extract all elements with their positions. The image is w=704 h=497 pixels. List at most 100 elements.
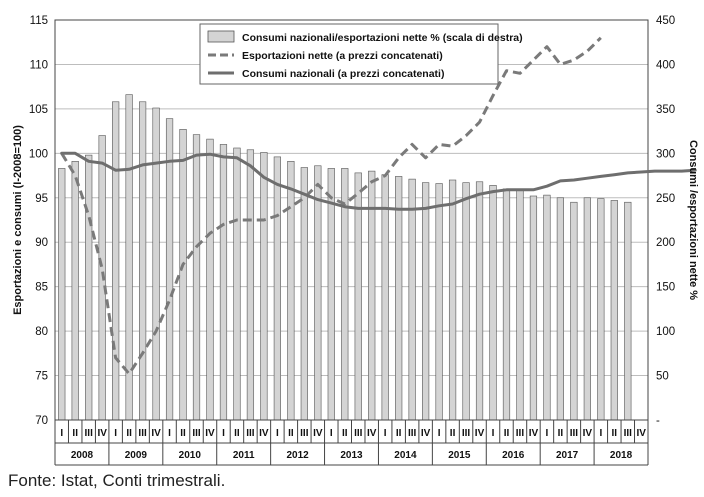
left-tick-label: 110 (30, 59, 48, 71)
left-tick-label: 95 (35, 193, 48, 205)
quarter-label: II (72, 428, 78, 439)
quarter-label: III (138, 428, 147, 439)
left-tick-label: 85 (35, 282, 48, 294)
quarter-label: IV (421, 428, 431, 439)
left-tick-label: 115 (30, 15, 48, 27)
quarter-label: II (450, 428, 456, 439)
quarter-label: IV (313, 428, 323, 439)
quarter-label: IV (151, 428, 161, 439)
bar (448, 179, 457, 421)
quarter-label: I (546, 428, 549, 439)
right-tick-label: 400 (656, 59, 675, 71)
left-axis-title: Esportazioni e consumi (I-2008=100) (12, 125, 24, 315)
quarter-label: I (492, 428, 495, 439)
right-axis-title: Consumi /esportazioni nette % (687, 140, 699, 300)
bar (395, 176, 403, 421)
line-series-consumption (60, 151, 697, 211)
chart: 70 75 80 85 90 95 100 105 110 115 - 50 100 150 200 250 3… (12, 15, 699, 466)
bar (543, 194, 551, 421)
year-label: 2010 (179, 450, 202, 461)
legend-label: Consumi nazionali/esportazioni nette % (… (242, 32, 523, 44)
quarter-label: I (330, 428, 333, 439)
bar (206, 138, 214, 421)
bar (139, 101, 147, 421)
bar (219, 144, 228, 421)
quarter-label: IV (475, 428, 485, 439)
quarter-label: II (234, 428, 240, 439)
bar (475, 181, 484, 421)
legend-box (199, 23, 499, 85)
bar (112, 101, 120, 421)
bar (287, 161, 295, 421)
quarter-label: III (192, 428, 201, 439)
line-series-exports (60, 36, 602, 376)
year-label: 2013 (340, 450, 363, 461)
quarter-label: I (384, 428, 387, 439)
chart-svg: 70 75 80 85 90 95 100 105 110 115 - 50 100 150 200 250 3… (12, 15, 699, 466)
bar (85, 154, 93, 421)
quarter-label: II (342, 428, 348, 439)
right-tick-label: - (656, 415, 660, 427)
quarter-label: II (180, 428, 186, 439)
quarter-label: III (462, 428, 471, 439)
quarter-label: I (438, 428, 441, 439)
bar (192, 134, 201, 421)
quarter-label: IV (583, 428, 593, 439)
year-label: 2017 (556, 450, 579, 461)
quarter-label: III (85, 428, 94, 439)
bar (152, 107, 160, 421)
bar (71, 161, 79, 421)
legend-label: Consumi nazionali (a prezzi concatenati) (242, 68, 444, 80)
quarter-label: II (396, 428, 402, 439)
bar (354, 172, 362, 421)
bar (314, 165, 322, 421)
quarter-label: III (570, 428, 579, 439)
left-tick-label: 100 (29, 148, 48, 160)
year-label: 2008 (71, 450, 94, 461)
left-tick-label: 90 (35, 237, 48, 249)
quarter-label: II (612, 428, 618, 439)
bar (422, 182, 430, 421)
bar (58, 168, 66, 421)
bar (610, 200, 618, 421)
right-tick-label: 150 (656, 282, 675, 294)
bar (233, 147, 241, 421)
bar (516, 189, 524, 421)
bar (260, 152, 268, 421)
quarter-label: III (354, 428, 363, 439)
bar (489, 185, 497, 421)
source-note: Fonte: Istat, Conti trimestrali. (8, 471, 226, 490)
quarter-label: I (276, 428, 279, 439)
right-tick-label: 100 (656, 326, 675, 338)
year-label: 2009 (125, 450, 148, 461)
right-tick-label: 200 (656, 237, 675, 249)
quarter-label: IV (637, 428, 647, 439)
year-label: 2016 (502, 450, 525, 461)
right-tick-label: 300 (656, 148, 675, 160)
year-label: 2015 (448, 450, 471, 461)
bar (597, 198, 605, 421)
right-tick-label: 250 (656, 193, 675, 205)
quarter-label: III (408, 428, 417, 439)
bar (502, 188, 511, 421)
quarter-label: I (114, 428, 117, 439)
quarter-label: I (60, 428, 63, 439)
right-tick-label: 50 (656, 371, 669, 383)
year-label: 2018 (610, 450, 633, 461)
quarter-label: III (516, 428, 525, 439)
quarter-label: II (504, 428, 510, 439)
quarter-label: III (300, 428, 309, 439)
quarter-label: II (288, 428, 294, 439)
quarter-label: I (222, 428, 225, 439)
right-tick-label: 450 (656, 15, 675, 27)
left-tick-label: 70 (35, 415, 48, 427)
quarter-label: III (246, 428, 255, 439)
quarter-label: I (599, 428, 602, 439)
year-label: 2012 (286, 450, 309, 461)
bar (408, 178, 416, 421)
bar (300, 167, 308, 421)
bar (570, 201, 578, 421)
quarter-label: III (624, 428, 633, 439)
legend-swatch-bar (207, 30, 235, 43)
year-label: 2014 (394, 450, 417, 461)
